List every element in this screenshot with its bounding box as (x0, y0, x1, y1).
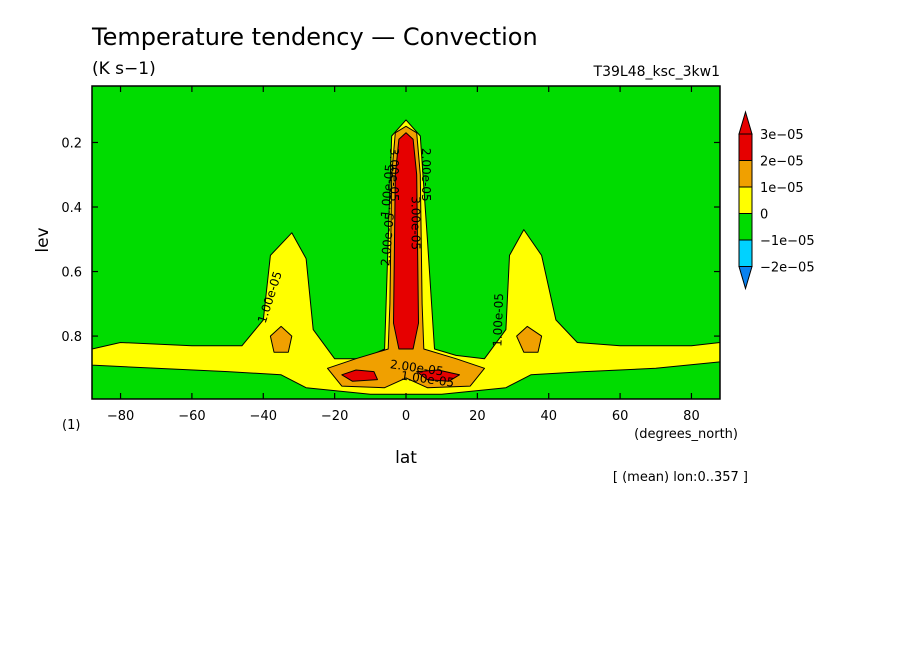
contour-region-5 (393, 132, 419, 350)
x-tick-label: −40 (250, 409, 277, 424)
colorbar-level-label: 1e−05 (760, 181, 804, 196)
y-axis: 0.2 0.4 0.6 0.8 (61, 136, 720, 345)
x-tick-label: −20 (321, 409, 348, 424)
contour-region-4 (516, 325, 543, 353)
contour-label: 1.00e-05 (378, 163, 397, 218)
colorbar-level-label: 2e−05 (760, 155, 804, 170)
units-label: (K s−1) (92, 59, 156, 79)
colorbar-segment (738, 186, 753, 214)
x-tick-label: 80 (683, 409, 700, 424)
x-tick-label: 40 (540, 409, 557, 424)
x-tick-label: 20 (469, 409, 486, 424)
x-tick-label: 0 (402, 409, 410, 424)
y-tick-label: 0.2 (61, 136, 82, 151)
contour-label: 2.00e-05 (378, 212, 397, 267)
colorbar-level-label: −2e−05 (760, 261, 815, 276)
colorbar-level-label: 0 (760, 208, 768, 223)
contour-label: 3.00e-05 (387, 148, 401, 202)
contour-region-6 (341, 369, 378, 382)
colorbar-extend-min (738, 266, 753, 291)
chart-title: Temperature tendency — Convection (91, 23, 538, 51)
colorbar: −2e−05 −1e−05 0 1e−05 2e−05 3e−05 (738, 110, 815, 291)
colorbar-level-label: 3e−05 (760, 128, 804, 143)
x-axis: −80 −60 −40 −20 0 20 40 60 80 (107, 86, 700, 424)
y-tick-label: 0.6 (61, 266, 82, 281)
subset-note: [ (mean) lon:0..357 ] (613, 470, 748, 485)
x-axis-label: lat (395, 448, 417, 468)
contour-region-3 (269, 325, 293, 353)
contour-labels: 1.00e-05 1.00e-051.00e-052.00e-051.00e-05… (255, 148, 506, 390)
contour-label: 1.00e-05 (490, 293, 506, 347)
contour-region-7 (416, 369, 460, 382)
x-tick-label: −80 (107, 409, 134, 424)
run-label: T39L48_ksc_3kw1 (593, 64, 720, 80)
colorbar-segment (738, 133, 753, 161)
colorbar-segment (738, 213, 753, 241)
x-axis-units: (degrees_north) (634, 427, 738, 442)
colorbar-level-label: −1e−05 (760, 234, 815, 249)
colorbar-segment (738, 160, 753, 188)
x-tick-label: 60 (612, 409, 629, 424)
contour-label: 3.00e-05 (408, 196, 422, 250)
contour-label: 2.00e-05 (419, 148, 433, 202)
y-axis-label: lev (33, 227, 53, 252)
x-tick-label: −60 (178, 409, 205, 424)
y-axis-units: (1) (62, 418, 80, 433)
y-tick-label: 0.8 (61, 330, 82, 345)
colorbar-segment (738, 239, 753, 267)
contour-fields (92, 86, 720, 399)
y-tick-label: 0.4 (61, 201, 82, 216)
